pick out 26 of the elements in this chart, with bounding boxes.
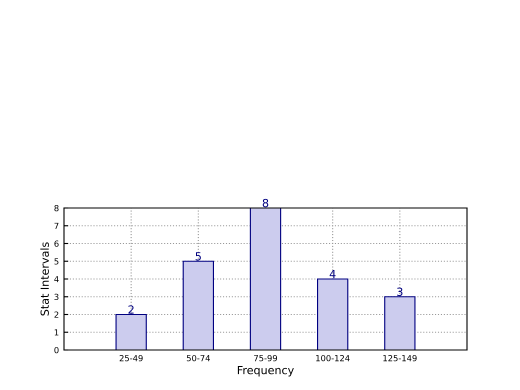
y-tick-label: 6 xyxy=(54,240,59,247)
y-tick-label: 8 xyxy=(54,204,59,212)
bar xyxy=(317,278,348,350)
y-tick-label: 5 xyxy=(54,258,58,265)
data-label: 2 xyxy=(128,305,134,314)
data-label: 8 xyxy=(262,198,268,208)
bar xyxy=(250,208,282,350)
y-tick-label: 7 xyxy=(54,222,58,229)
x-tick-label: 100-124 xyxy=(316,355,350,362)
bar xyxy=(384,296,416,350)
y-axis-title: Stat Intervals xyxy=(40,242,49,316)
y-tick-label: 4 xyxy=(54,276,59,282)
x-tick-label: 125-149 xyxy=(383,355,417,362)
data-label: 4 xyxy=(330,270,336,278)
x-tick-label: 50-74 xyxy=(186,355,210,362)
bar xyxy=(182,260,214,350)
bar xyxy=(116,314,147,350)
y-tick-label: 1 xyxy=(54,329,58,336)
x-axis-title: Frequency xyxy=(238,366,294,376)
y-tick-label: 2 xyxy=(54,311,58,318)
x-tick-label: 25-49 xyxy=(120,355,143,362)
data-label: 5 xyxy=(196,252,201,260)
data-label: 3 xyxy=(397,288,402,296)
x-tick-label: 75-99 xyxy=(254,355,278,362)
y-tick-label: 3 xyxy=(54,294,58,300)
y-tick-label: 0 xyxy=(54,346,59,354)
